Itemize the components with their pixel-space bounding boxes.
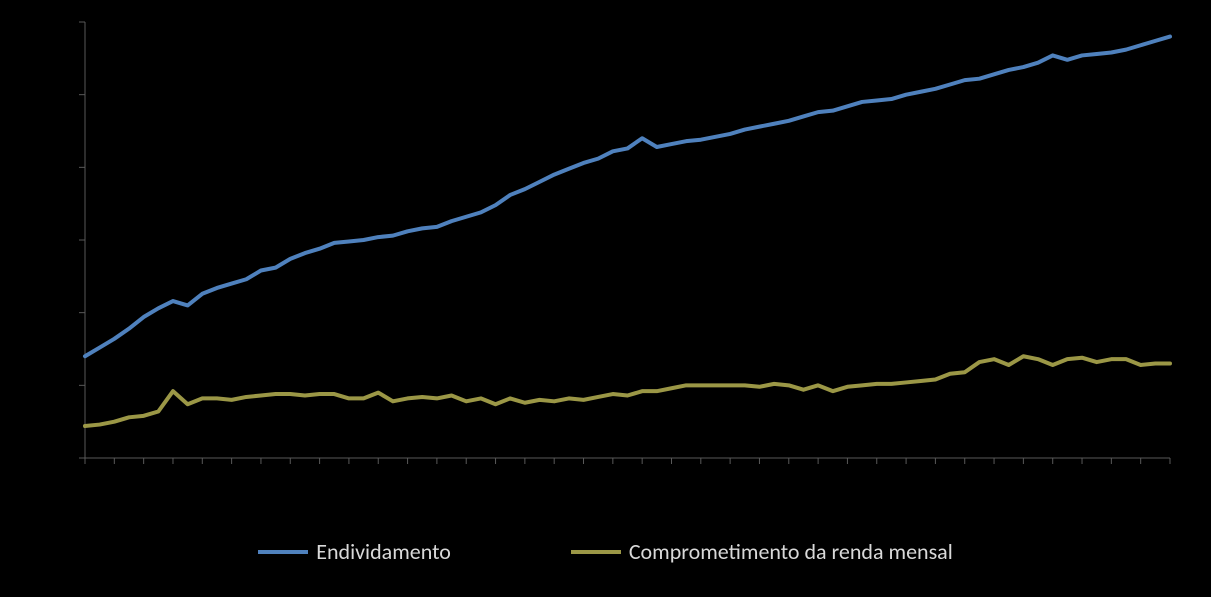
chart-background xyxy=(0,0,1211,597)
legend-line-comprometimento xyxy=(571,550,621,554)
legend-line-endividamento xyxy=(258,550,308,554)
chart-legend: Endividamento Comprometimento da renda me… xyxy=(0,538,1211,565)
chart-container: Endividamento Comprometimento da renda me… xyxy=(0,0,1211,597)
line-chart xyxy=(0,0,1211,597)
legend-item-comprometimento: Comprometimento da renda mensal xyxy=(571,538,953,565)
legend-label-comprometimento: Comprometimento da renda mensal xyxy=(629,538,953,565)
legend-item-endividamento: Endividamento xyxy=(258,538,451,565)
legend-label-endividamento: Endividamento xyxy=(316,538,451,565)
